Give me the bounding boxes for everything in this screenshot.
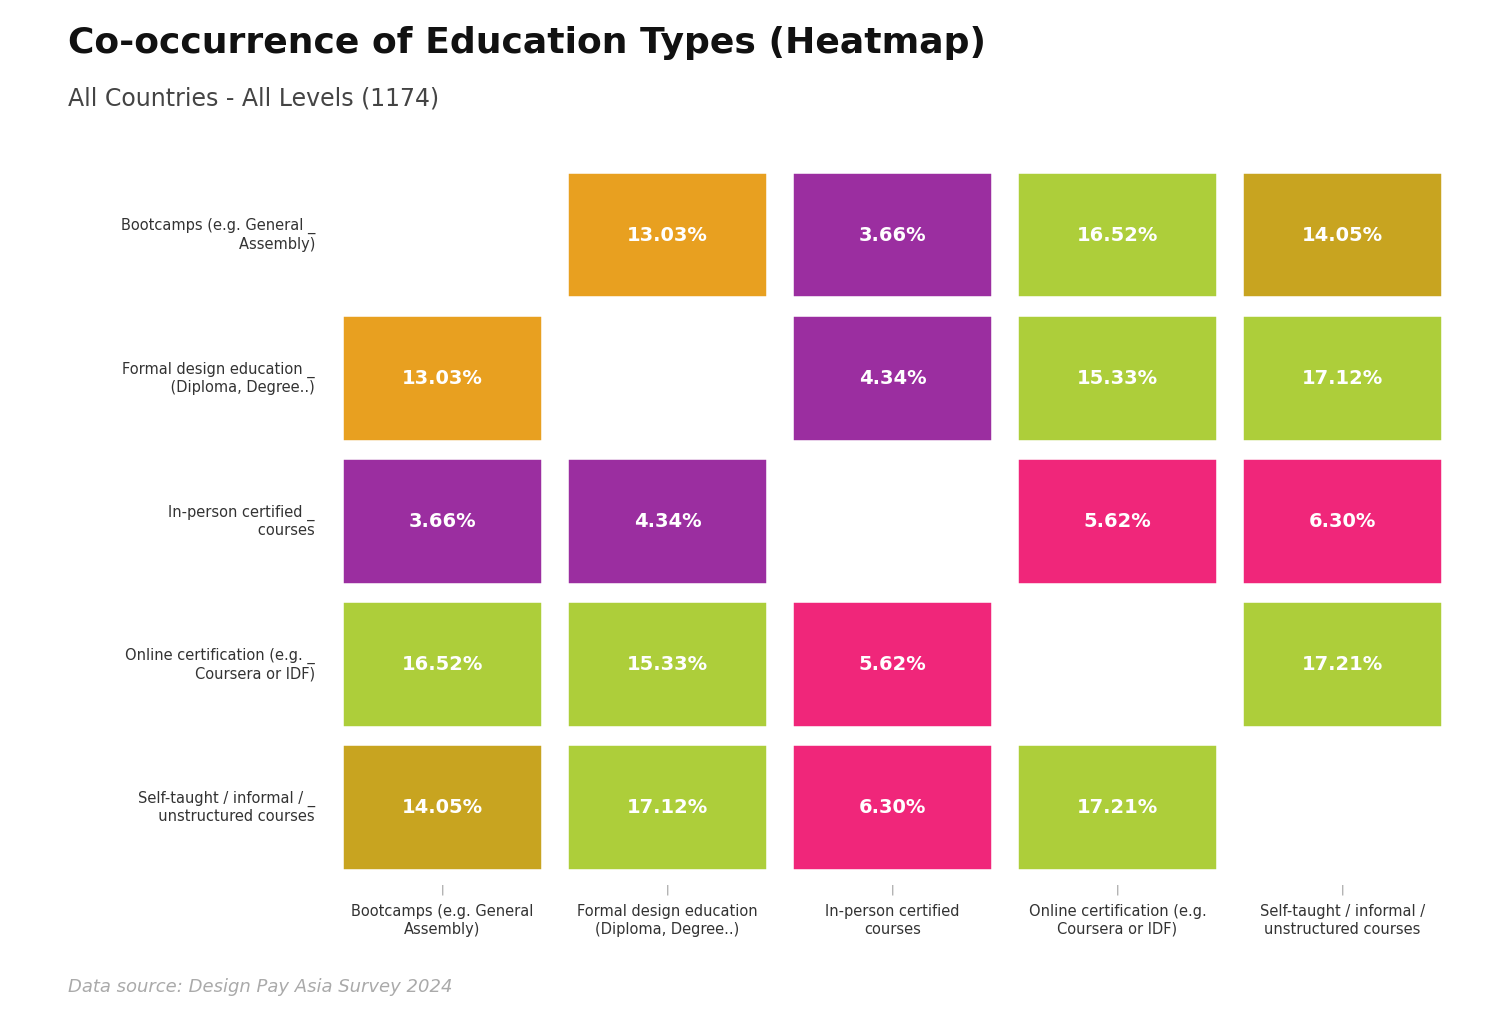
Text: Online certification (e.g.
Coursera or IDF): Online certification (e.g. Coursera or I… [1029, 904, 1206, 937]
Text: 16.52%: 16.52% [402, 655, 483, 673]
Text: 3.66%: 3.66% [408, 512, 477, 530]
FancyBboxPatch shape [567, 743, 768, 872]
FancyBboxPatch shape [340, 743, 543, 872]
Text: 13.03%: 13.03% [627, 226, 708, 244]
Text: 14.05%: 14.05% [402, 798, 483, 817]
FancyBboxPatch shape [1017, 171, 1218, 299]
Text: |: | [891, 884, 894, 894]
Text: |: | [1341, 884, 1344, 894]
Text: 17.21%: 17.21% [1077, 798, 1158, 817]
FancyBboxPatch shape [1017, 743, 1218, 872]
FancyBboxPatch shape [1242, 457, 1443, 586]
Text: All Countries - All Levels (1174): All Countries - All Levels (1174) [68, 87, 438, 110]
Text: In-person certified _
           courses: In-person certified _ courses [168, 505, 315, 538]
Text: 16.52%: 16.52% [1077, 226, 1158, 244]
FancyBboxPatch shape [792, 171, 993, 299]
Text: 17.12%: 17.12% [627, 798, 708, 817]
Text: Co-occurrence of Education Types (Heatmap): Co-occurrence of Education Types (Heatma… [68, 26, 986, 59]
FancyBboxPatch shape [792, 314, 993, 443]
FancyBboxPatch shape [340, 314, 543, 443]
Text: 5.62%: 5.62% [858, 655, 927, 673]
Text: |: | [1116, 884, 1119, 894]
Text: Bootcamps (e.g. General _
        Assembly): Bootcamps (e.g. General _ Assembly) [120, 219, 315, 251]
Text: Self-taught / informal / _
  unstructured courses: Self-taught / informal / _ unstructured … [138, 791, 315, 824]
Text: In-person certified
courses: In-person certified courses [825, 904, 960, 937]
Text: 13.03%: 13.03% [402, 369, 483, 387]
Text: 4.34%: 4.34% [858, 369, 927, 387]
FancyBboxPatch shape [792, 600, 993, 729]
Text: Online certification (e.g. _
        Coursera or IDF): Online certification (e.g. _ Coursera or… [124, 648, 315, 681]
Text: 4.34%: 4.34% [633, 512, 702, 530]
FancyBboxPatch shape [1017, 457, 1218, 586]
Text: 6.30%: 6.30% [1310, 512, 1376, 530]
Text: 15.33%: 15.33% [627, 655, 708, 673]
FancyBboxPatch shape [1242, 600, 1443, 729]
FancyBboxPatch shape [567, 171, 768, 299]
Text: Bootcamps (e.g. General
Assembly): Bootcamps (e.g. General Assembly) [351, 904, 534, 937]
Text: 14.05%: 14.05% [1302, 226, 1383, 244]
Text: 6.30%: 6.30% [859, 798, 926, 817]
Text: Self-taught / informal /
unstructured courses: Self-taught / informal / unstructured co… [1260, 904, 1425, 937]
Text: |: | [441, 884, 444, 894]
FancyBboxPatch shape [1242, 171, 1443, 299]
Text: Formal design education
(Diploma, Degree..): Formal design education (Diploma, Degree… [578, 904, 758, 937]
Text: |: | [666, 884, 669, 894]
Text: 3.66%: 3.66% [858, 226, 927, 244]
FancyBboxPatch shape [792, 743, 993, 872]
Text: Formal design education _
    (Diploma, Degree..): Formal design education _ (Diploma, Degr… [123, 362, 315, 394]
FancyBboxPatch shape [340, 600, 543, 729]
FancyBboxPatch shape [1017, 314, 1218, 443]
Text: 15.33%: 15.33% [1077, 369, 1158, 387]
Text: Data source: Design Pay Asia Survey 2024: Data source: Design Pay Asia Survey 2024 [68, 978, 452, 996]
FancyBboxPatch shape [567, 600, 768, 729]
Text: 17.12%: 17.12% [1302, 369, 1383, 387]
FancyBboxPatch shape [567, 457, 768, 586]
Text: 5.62%: 5.62% [1083, 512, 1152, 530]
FancyBboxPatch shape [1242, 314, 1443, 443]
FancyBboxPatch shape [340, 457, 543, 586]
Text: 17.21%: 17.21% [1302, 655, 1383, 673]
